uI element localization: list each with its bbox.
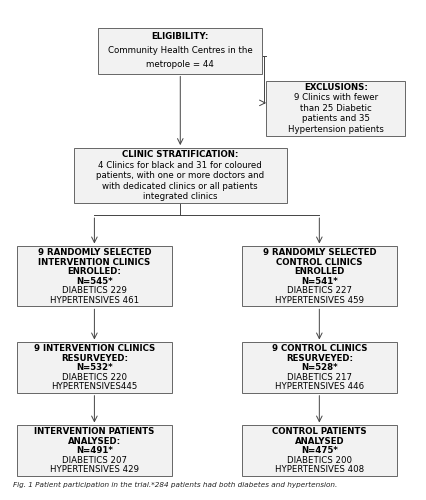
Text: integrated clinics: integrated clinics [143,192,218,201]
Text: N=528*: N=528* [301,363,338,372]
Text: Hypertension patients: Hypertension patients [288,124,384,134]
Text: ANALYSED:: ANALYSED: [68,436,121,446]
Text: DIABETICS 200: DIABETICS 200 [287,456,352,464]
Text: DIABETICS 207: DIABETICS 207 [62,456,127,464]
Text: N=491*: N=491* [76,446,113,455]
FancyBboxPatch shape [98,28,262,74]
Text: N=475*: N=475* [301,446,338,455]
FancyBboxPatch shape [17,426,172,476]
Text: RESURVEYED:: RESURVEYED: [61,354,128,362]
Text: EXCLUSIONS:: EXCLUSIONS: [304,83,368,92]
FancyBboxPatch shape [266,81,405,136]
Text: HYPERTENSIVES 461: HYPERTENSIVES 461 [50,296,139,304]
Text: RESURVEYED:: RESURVEYED: [286,354,353,362]
Text: DIABETICS 227: DIABETICS 227 [287,286,352,295]
Text: 4 Clinics for black and 31 for coloured: 4 Clinics for black and 31 for coloured [98,160,262,170]
FancyBboxPatch shape [74,148,287,203]
Text: HYPERTENSIVES 459: HYPERTENSIVES 459 [275,296,364,304]
FancyBboxPatch shape [17,246,172,306]
FancyBboxPatch shape [242,342,397,393]
Text: HYPERTENSIVES 408: HYPERTENSIVES 408 [275,465,364,474]
Text: CONTROL PATIENTS: CONTROL PATIENTS [272,427,367,436]
Text: 9 CONTROL CLINICS: 9 CONTROL CLINICS [272,344,367,353]
Text: 9 RANDOMLY SELECTED: 9 RANDOMLY SELECTED [37,248,151,257]
Text: with dedicated clinics or all patients: with dedicated clinics or all patients [103,182,258,190]
FancyBboxPatch shape [17,342,172,393]
Text: ENROLLED:: ENROLLED: [67,267,121,276]
Text: DIABETICS 217: DIABETICS 217 [287,372,352,382]
Text: metropole = 44: metropole = 44 [147,60,214,69]
FancyBboxPatch shape [242,426,397,476]
Text: N=541*: N=541* [301,276,338,285]
Text: CLINIC STRATIFICATION:: CLINIC STRATIFICATION: [122,150,239,160]
Text: DIABETICS 229: DIABETICS 229 [62,286,127,295]
FancyBboxPatch shape [242,246,397,306]
Text: Fig. 1 Patient participation in the trial.*284 patients had both diabetes and hy: Fig. 1 Patient participation in the tria… [13,482,337,488]
Text: 9 RANDOMLY SELECTED: 9 RANDOMLY SELECTED [262,248,376,257]
Text: N=532*: N=532* [76,363,113,372]
Text: INTERVENTION CLINICS: INTERVENTION CLINICS [38,258,150,266]
Text: INTERVENTION PATIENTS: INTERVENTION PATIENTS [34,427,155,436]
Text: HYPERTENSIVES 446: HYPERTENSIVES 446 [275,382,364,391]
Text: HYPERTENSIVES 429: HYPERTENSIVES 429 [50,465,139,474]
Text: 9 INTERVENTION CLINICS: 9 INTERVENTION CLINICS [34,344,155,353]
Text: ENROLLED: ENROLLED [294,267,345,276]
Text: HYPERTENSIVES445: HYPERTENSIVES445 [51,382,138,391]
Text: patients and 35: patients and 35 [302,114,370,124]
Text: ELIGIBILITY:: ELIGIBILITY: [152,32,209,42]
Text: Community Health Centres in the: Community Health Centres in the [108,46,253,56]
Text: patients, with one or more doctors and: patients, with one or more doctors and [96,171,265,180]
Text: CONTROL CLINICS: CONTROL CLINICS [276,258,363,266]
Text: ANALYSED: ANALYSED [294,436,344,446]
Text: DIABETICS 220: DIABETICS 220 [62,372,127,382]
Text: 9 Clinics with fewer: 9 Clinics with fewer [294,94,378,102]
Text: than 25 Diabetic: than 25 Diabetic [300,104,371,113]
Text: N=545*: N=545* [76,276,113,285]
